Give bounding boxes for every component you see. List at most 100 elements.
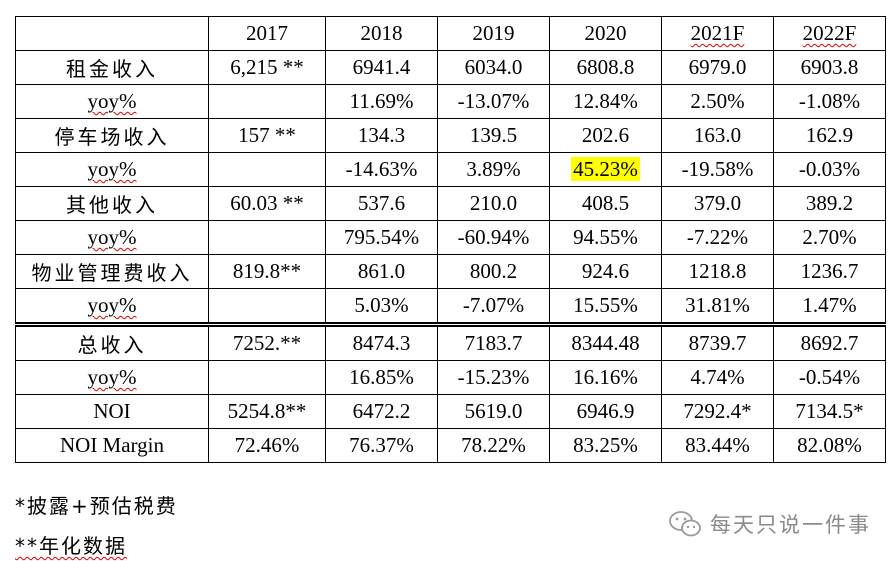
header-row: 2017 2018 2019 2020 2021F 2022F: [15, 16, 886, 51]
table-cell: -7.22%: [661, 220, 774, 255]
table-cell: -60.94%: [437, 220, 550, 255]
header-cell: [15, 16, 209, 51]
table-cell: [208, 220, 326, 255]
row-label: yoy%: [15, 152, 209, 187]
header-cell: 2021F: [661, 16, 774, 51]
table-cell: -19.58%: [661, 152, 774, 187]
table-cell: 7292.4*: [661, 394, 774, 429]
row-label: 总收入: [15, 324, 209, 361]
header-cell: 2020: [549, 16, 662, 51]
table-cell: 7183.7: [437, 324, 550, 361]
table-cell: 3.89%: [437, 152, 550, 187]
financial-table: 2017 2018 2019 2020 2021F 2022F 租金收入 6,2…: [15, 16, 886, 463]
table-row: yoy% -14.63% 3.89% 45.23% -19.58% -0.03%: [15, 152, 886, 187]
table-cell: -15.23%: [437, 360, 550, 395]
table-cell: 76.37%: [325, 428, 438, 463]
table-cell: 6034.0: [437, 50, 550, 85]
table-cell: [208, 152, 326, 187]
table-row: yoy% 11.69% -13.07% 12.84% 2.50% -1.08%: [15, 84, 886, 119]
table-cell: 31.81%: [661, 288, 774, 327]
table-row: yoy% 5.03% -7.07% 15.55% 31.81% 1.47%: [15, 288, 886, 327]
table-cell: 6946.9: [549, 394, 662, 429]
table-cell: 800.2: [437, 254, 550, 289]
table-cell: [208, 360, 326, 395]
row-label: yoy%: [15, 360, 209, 395]
table-row: NOI 5254.8** 6472.2 5619.0 6946.9 7292.4…: [15, 394, 886, 429]
table-cell: 16.16%: [549, 360, 662, 395]
table-cell: 82.08%: [773, 428, 886, 463]
table-cell: 8474.3: [325, 324, 438, 361]
footnote-disclosure: *披露+预估税费: [15, 494, 178, 518]
row-label: NOI: [15, 394, 209, 429]
table-cell: 6903.8: [773, 50, 886, 85]
table-cell: 5.03%: [325, 288, 438, 327]
table-cell: 78.22%: [437, 428, 550, 463]
table-cell: 83.25%: [549, 428, 662, 463]
table-row: 停车场收入 157 ** 134.3 139.5 202.6 163.0 162…: [15, 118, 886, 153]
table-row: yoy% 795.54% -60.94% 94.55% -7.22% 2.70%: [15, 220, 886, 255]
table-row: 物业管理费收入 819.8** 861.0 800.2 924.6 1218.8…: [15, 254, 886, 289]
table-cell: [208, 288, 326, 327]
table-cell: 1218.8: [661, 254, 774, 289]
header-cell: 2022F: [773, 16, 886, 51]
table-cell: -13.07%: [437, 84, 550, 119]
table-cell: 139.5: [437, 118, 550, 153]
header-cell: 2017: [208, 16, 326, 51]
table-cell: 795.54%: [325, 220, 438, 255]
table-cell: 94.55%: [549, 220, 662, 255]
table-cell: 408.5: [549, 186, 662, 221]
table-cell: 83.44%: [661, 428, 774, 463]
table-cell: 6808.8: [549, 50, 662, 85]
table-cell: 861.0: [325, 254, 438, 289]
table-cell: 72.46%: [208, 428, 326, 463]
table-cell: 6979.0: [661, 50, 774, 85]
table-cell: 134.3: [325, 118, 438, 153]
table-cell: -14.63%: [325, 152, 438, 187]
table-cell: 1236.7: [773, 254, 886, 289]
table-cell: -0.03%: [773, 152, 886, 187]
table-cell: 5619.0: [437, 394, 550, 429]
table-row: yoy% 16.85% -15.23% 16.16% 4.74% -0.54%: [15, 360, 886, 395]
table-cell: -1.08%: [773, 84, 886, 119]
table-cell: 6,215 **: [208, 50, 326, 85]
table-row: 其他收入 60.03 ** 537.6 210.0 408.5 379.0 38…: [15, 186, 886, 221]
footnote-annualized: **年化数据: [15, 534, 127, 558]
row-label: yoy%: [15, 288, 209, 327]
table-cell: [208, 84, 326, 119]
table-cell: -0.54%: [773, 360, 886, 395]
table-cell: 379.0: [661, 186, 774, 221]
row-label: 其他收入: [15, 186, 209, 221]
table-row: 总收入 7252.** 8474.3 7183.7 8344.48 8739.7…: [15, 324, 886, 361]
table-cell: 12.84%: [549, 84, 662, 119]
row-label: NOI Margin: [15, 428, 209, 463]
row-label: 停车场收入: [15, 118, 209, 153]
table-cell: 157 **: [208, 118, 326, 153]
table-cell: 15.55%: [549, 288, 662, 327]
table-cell: 162.9: [773, 118, 886, 153]
table-cell: 45.23%: [549, 152, 662, 187]
table-cell: 389.2: [773, 186, 886, 221]
header-cell: 2019: [437, 16, 550, 51]
table-cell: 819.8**: [208, 254, 326, 289]
table-cell: 4.74%: [661, 360, 774, 395]
table-cell: 202.6: [549, 118, 662, 153]
table-cell: 16.85%: [325, 360, 438, 395]
table-cell: 924.6: [549, 254, 662, 289]
highlighted-value: 45.23%: [571, 157, 640, 181]
table-cell: 163.0: [661, 118, 774, 153]
table-cell: 2.50%: [661, 84, 774, 119]
watermark: 每天只说一件事: [668, 509, 871, 539]
table-cell: 8344.48: [549, 324, 662, 361]
table-cell: -7.07%: [437, 288, 550, 327]
header-cell: 2018: [325, 16, 438, 51]
row-label: yoy%: [15, 84, 209, 119]
table-cell: 60.03 **: [208, 186, 326, 221]
wechat-icon: [668, 510, 702, 538]
table-cell: 7134.5*: [773, 394, 886, 429]
table-cell: 5254.8**: [208, 394, 326, 429]
row-label: yoy%: [15, 220, 209, 255]
row-label: 物业管理费收入: [15, 254, 209, 289]
table-cell: 7252.**: [208, 324, 326, 361]
table-cell: 6941.4: [325, 50, 438, 85]
table-cell: 210.0: [437, 186, 550, 221]
